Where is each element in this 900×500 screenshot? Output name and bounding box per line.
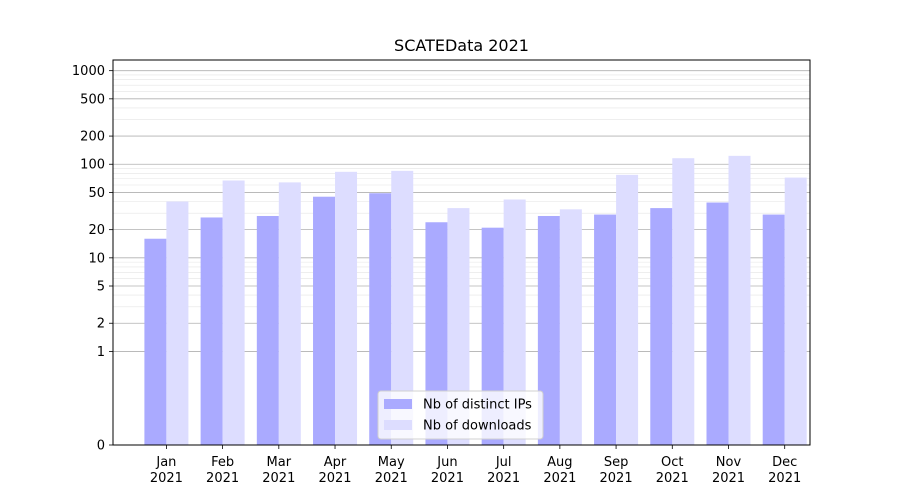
legend-label: Nb of downloads [423,419,532,434]
bar-downloads [447,208,470,445]
y-tick-label: 0 [97,439,105,454]
bar-downloads [391,170,414,446]
bar-distinct-ips [369,193,392,445]
plot-frame [112,59,811,446]
x-tick-label: 2021 [431,471,464,486]
bar-distinct-ips [594,214,617,445]
x-tick-label: 2021 [543,471,576,486]
y-tick-label: 200 [80,130,105,145]
bar-downloads [728,155,751,445]
x-tick-label: 2021 [656,471,689,486]
bar-downloads [559,209,582,445]
x-tick-label: 2021 [768,471,801,486]
y-tick-label: 10 [88,251,105,266]
chart-title: SCATEData 2021 [394,36,529,55]
y-tick-label: 20 [88,223,105,238]
y-tick-label: 100 [80,158,105,173]
bar-distinct-ips [425,222,448,445]
x-tick-label: 2021 [487,471,520,486]
x-tick-label: Aug [547,455,572,470]
y-tick-label: 50 [88,186,105,201]
x-tick-label: 2021 [150,471,183,486]
bar-distinct-ips [762,214,785,445]
legend-box [377,390,544,440]
x-tick-label: May [378,455,405,470]
x-tick-label: Nov [716,455,742,470]
bar-downloads [672,158,695,446]
y-tick-label: 5 [97,280,105,295]
x-axis: Jan2021Feb2021Mar2021Apr2021May2021Jun20… [150,445,801,486]
x-tick-label: 2021 [600,471,633,486]
x-tick-label: 2021 [206,471,239,486]
bars [144,155,807,446]
legend-swatch [384,420,412,430]
bar-downloads [166,201,189,445]
bar-downloads [222,180,245,446]
bar-downloads [616,174,639,445]
legend: Nb of distinct IPs Nb of downloads [377,390,544,440]
x-tick-label: Dec [772,455,797,470]
y-tick-label: 2 [97,317,105,332]
bar-downloads [278,182,301,445]
bar-distinct-ips [706,202,729,445]
x-tick-label: Jun [436,455,457,470]
x-tick-label: 2021 [375,471,408,486]
x-tick-label: Jul [495,455,512,470]
bar-distinct-ips [144,238,167,445]
bar-distinct-ips [313,196,336,445]
bar-downloads [335,171,358,445]
bar-distinct-ips [537,215,560,445]
bar-downloads [784,177,807,446]
x-tick-label: 2021 [262,471,295,486]
x-tick-label: Oct [661,455,683,470]
bar-distinct-ips [256,215,279,445]
x-tick-label: Jan [155,455,176,470]
x-tick-label: Apr [324,455,347,470]
bar-distinct-ips [200,217,223,445]
x-tick-label: Feb [211,455,234,470]
x-tick-label: 2021 [318,471,351,486]
x-tick-label: Mar [267,455,292,470]
y-axis: 0 1 2 5 10 20 50 100 200 500 1000 [72,64,113,454]
bar-downloads [503,199,526,445]
x-tick-label: Sep [604,455,629,470]
y-tick-label: 500 [80,92,105,107]
y-tick-label: 1 [97,345,105,360]
bar-distinct-ips [650,208,673,445]
legend-swatch [384,399,412,409]
y-tick-label: 1000 [72,64,105,79]
x-tick-label: 2021 [712,471,745,486]
legend-label: Nb of distinct IPs [423,398,532,413]
